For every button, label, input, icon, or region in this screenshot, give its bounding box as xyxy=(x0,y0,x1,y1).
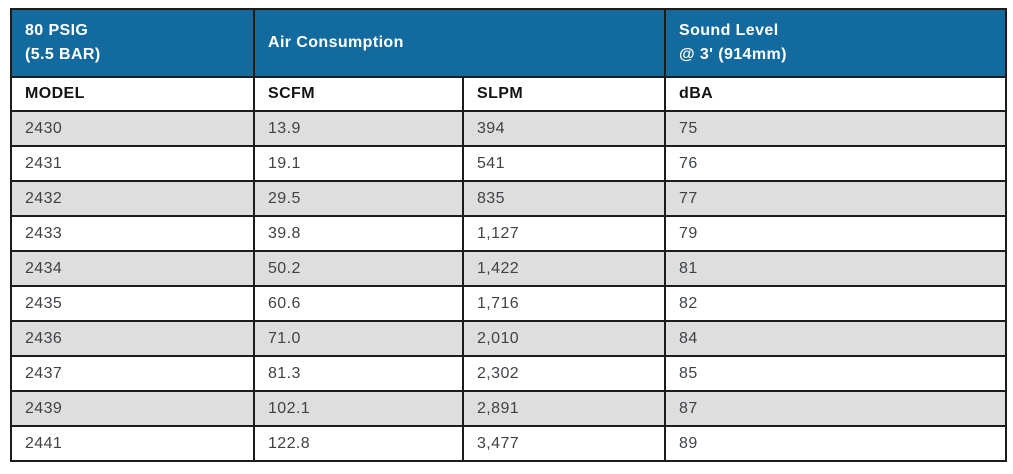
model-cell: 2431 xyxy=(10,145,255,182)
scfm-cell: 13.9 xyxy=(253,110,464,147)
scfm-cell: 102.1 xyxy=(253,390,464,427)
scfm-cell: 50.2 xyxy=(253,250,464,287)
table-body: 2430 13.9 394 75 2431 19.1 541 76 2432 2… xyxy=(10,110,1008,462)
table-row: 2436 71.0 2,010 84 xyxy=(10,320,1008,357)
slpm-cell: 394 xyxy=(461,110,667,147)
air-consumption-spec-table: 80 PSIG (5.5 BAR) Air Consumption Sound … xyxy=(10,8,1008,462)
dba-cell: 84 xyxy=(664,320,1008,357)
scfm-cell: 71.0 xyxy=(253,320,464,357)
dba-cell: 82 xyxy=(664,285,1008,322)
model-cell: 2441 xyxy=(10,425,255,462)
table-row: 2435 60.6 1,716 82 xyxy=(10,285,1008,322)
slpm-cell: 3,477 xyxy=(461,425,667,462)
dba-cell: 87 xyxy=(664,390,1008,427)
column-header-dba: dBA xyxy=(664,76,1008,112)
model-cell: 2439 xyxy=(10,390,255,427)
table-row: 2439 102.1 2,891 87 xyxy=(10,390,1008,427)
table-row: 2431 19.1 541 76 xyxy=(10,145,1008,182)
table-row: 2434 50.2 1,422 81 xyxy=(10,250,1008,287)
dba-cell: 79 xyxy=(664,215,1008,252)
sound-level-line2: @ 3' (914mm) xyxy=(679,46,787,63)
dba-cell: 76 xyxy=(664,145,1008,182)
scfm-cell: 122.8 xyxy=(253,425,464,462)
sound-level-line1: Sound Level xyxy=(679,22,779,39)
dba-cell: 89 xyxy=(664,425,1008,462)
spec-table-container: 80 PSIG (5.5 BAR) Air Consumption Sound … xyxy=(10,8,1008,462)
column-header-row: MODEL SCFM SLPM dBA xyxy=(10,76,1008,112)
table-row: 2432 29.5 835 77 xyxy=(10,180,1008,217)
table-row: 2430 13.9 394 75 xyxy=(10,110,1008,147)
scfm-cell: 19.1 xyxy=(253,145,464,182)
model-cell: 2437 xyxy=(10,355,255,392)
pressure-header-cell: 80 PSIG (5.5 BAR) xyxy=(10,8,255,78)
model-cell: 2430 xyxy=(10,110,255,147)
table-row: 2441 122.8 3,477 89 xyxy=(10,425,1008,462)
table-row: 2437 81.3 2,302 85 xyxy=(10,355,1008,392)
slpm-cell: 2,302 xyxy=(461,355,667,392)
sound-level-header-cell: Sound Level @ 3' (914mm) xyxy=(664,8,1008,78)
pressure-line1: 80 PSIG xyxy=(25,22,89,39)
model-cell: 2432 xyxy=(10,180,255,217)
dba-cell: 77 xyxy=(664,180,1008,217)
scfm-cell: 29.5 xyxy=(253,180,464,217)
scfm-cell: 81.3 xyxy=(253,355,464,392)
slpm-cell: 1,127 xyxy=(461,215,667,252)
table-row: 2433 39.8 1,127 79 xyxy=(10,215,1008,252)
dba-cell: 81 xyxy=(664,250,1008,287)
banner-header-row: 80 PSIG (5.5 BAR) Air Consumption Sound … xyxy=(10,8,1008,78)
dba-cell: 75 xyxy=(664,110,1008,147)
dba-cell: 85 xyxy=(664,355,1008,392)
model-cell: 2436 xyxy=(10,320,255,357)
slpm-cell: 1,716 xyxy=(461,285,667,322)
model-cell: 2435 xyxy=(10,285,255,322)
scfm-cell: 39.8 xyxy=(253,215,464,252)
air-consumption-header-cell: Air Consumption xyxy=(252,8,667,78)
pressure-line2: (5.5 BAR) xyxy=(25,46,101,63)
slpm-cell: 541 xyxy=(461,145,667,182)
model-cell: 2434 xyxy=(10,250,255,287)
scfm-cell: 60.6 xyxy=(253,285,464,322)
slpm-cell: 2,010 xyxy=(461,320,667,357)
slpm-cell: 835 xyxy=(461,180,667,217)
column-header-slpm: SLPM xyxy=(461,76,667,112)
slpm-cell: 2,891 xyxy=(461,390,667,427)
column-header-scfm: SCFM xyxy=(253,76,464,112)
slpm-cell: 1,422 xyxy=(461,250,667,287)
model-cell: 2433 xyxy=(10,215,255,252)
column-header-model: MODEL xyxy=(10,76,255,112)
